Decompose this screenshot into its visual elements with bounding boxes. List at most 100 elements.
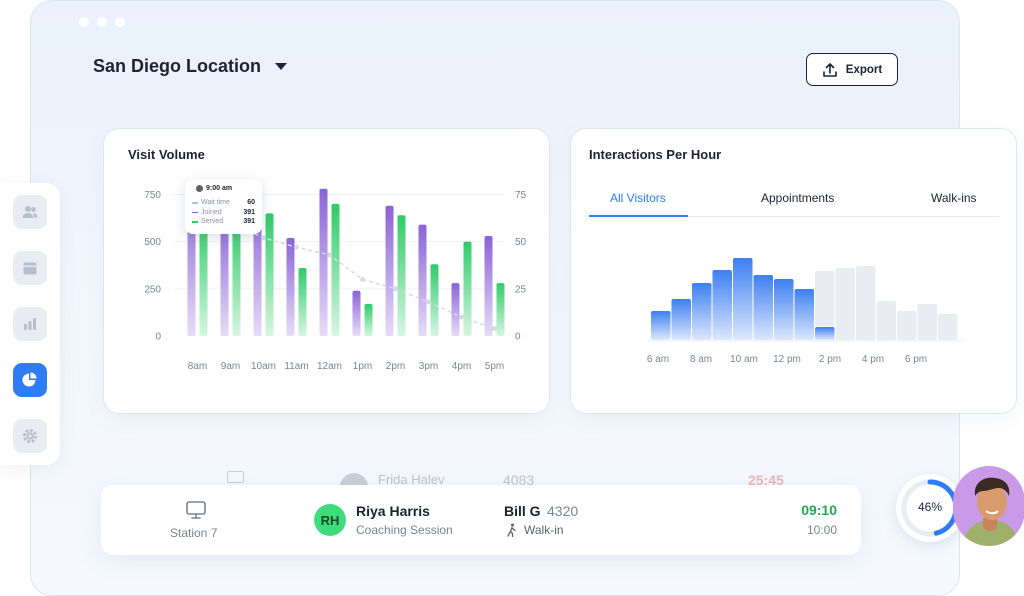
hour-bar <box>671 299 691 340</box>
y2-tick-label: 50 <box>515 237 527 248</box>
hour-bar <box>692 283 712 340</box>
window-dot[interactable] <box>79 17 89 27</box>
tooltip-value: 60 <box>247 199 255 206</box>
sidebar-item-settings[interactable] <box>13 419 47 453</box>
visit-volume-card: Visit Volume 0 250 500 750 0 25 50 75 8am 9am 10am… <box>103 128 550 414</box>
tooltip-value: 391 <box>243 208 255 216</box>
wait-time-point <box>393 286 398 292</box>
pie-chart-icon <box>22 372 37 387</box>
visit-type: Walk-in <box>524 523 564 537</box>
x-tick-label: 12am <box>317 361 342 372</box>
tooltip-label: Served <box>201 218 224 225</box>
x-tick-label: 6 am <box>647 354 669 365</box>
y2-tick-label: 25 <box>515 284 527 295</box>
window-dot[interactable] <box>97 17 107 27</box>
joined-bar <box>253 203 262 336</box>
chart-tooltip: 9:00 am Wait time 60 Joined 391 Served 3… <box>185 179 262 234</box>
tab-walk-ins[interactable]: Walk-ins <box>931 191 977 205</box>
agent-name: Bill G <box>504 503 541 519</box>
visit-volume-chart: 0 250 500 750 0 25 50 75 8am 9am 10am 11am 12am 1pm 2p… <box>144 188 527 372</box>
station-row[interactable]: Station 7 RH Riya Harris Coaching Sessio… <box>101 485 861 555</box>
hour-bar <box>794 289 814 340</box>
joined-bar <box>418 224 427 336</box>
served-bar <box>265 213 274 336</box>
x-tick-label: 10am <box>251 361 276 372</box>
person-avatar-image <box>963 477 1019 546</box>
x-tick-label: 5pm <box>485 361 504 372</box>
wait-time-swatch <box>192 202 198 204</box>
x-tick-label: 4pm <box>452 361 471 372</box>
wait-time-point <box>360 276 365 282</box>
served-bar <box>331 203 340 336</box>
sidebar-item-calendar[interactable] <box>13 251 47 285</box>
x-tick-label: 6 pm <box>905 354 927 365</box>
hour-bar-muted <box>917 304 937 340</box>
y2-tick-label: 0 <box>515 332 521 343</box>
wait-time-point <box>294 244 299 250</box>
wait-time-point <box>261 235 266 241</box>
joined-bar <box>451 283 460 336</box>
served-bar <box>199 218 208 336</box>
sidebar-item-analytics[interactable] <box>13 363 47 397</box>
hour-bar-muted <box>835 268 855 340</box>
sidebar-item-reports[interactable] <box>13 307 47 341</box>
y2-tick-label: 75 <box>515 190 527 201</box>
wait-time-line <box>197 193 495 330</box>
tab-appointments[interactable]: Appointments <box>761 191 835 205</box>
location-label: San Diego Location <box>93 56 262 76</box>
served-bar <box>232 222 241 336</box>
served-bar <box>496 283 505 336</box>
hour-bar-muted <box>897 311 917 340</box>
tooltip-row: Served 391 <box>192 217 255 227</box>
hour-bar <box>753 275 773 340</box>
tab-all-visitors[interactable]: All Visitors <box>610 191 666 205</box>
wait-time-point <box>426 299 431 305</box>
served-swatch <box>192 221 198 223</box>
tooltip-label: Wait time <box>201 199 230 206</box>
active-tab-indicator <box>589 215 688 217</box>
caret-down-icon <box>275 63 288 70</box>
export-button[interactable]: Export <box>806 53 898 86</box>
joined-bar <box>319 188 328 336</box>
tooltip-value: 391 <box>243 218 255 225</box>
interactions-title: Interactions Per Hour <box>589 147 722 162</box>
joined-bar <box>484 235 493 336</box>
progress-widget: 46% <box>896 474 964 542</box>
tooltip-row: Joined 391 <box>192 208 255 218</box>
x-tick-label: 10 am <box>730 354 758 365</box>
visit-volume-title: Visit Volume <box>128 147 205 162</box>
hour-bar-muted <box>938 314 958 340</box>
joined-bar <box>220 215 229 336</box>
joined-bar <box>352 290 361 336</box>
served-bar <box>430 264 439 336</box>
ghost-customer-name: Frida Halev <box>378 472 445 487</box>
x-tick-label: 9am <box>221 361 240 372</box>
tooltip-row: Wait time 60 <box>192 198 255 208</box>
joined-swatch <box>192 211 198 213</box>
location-selector[interactable]: San Diego Location <box>93 56 288 77</box>
scheduled-time: 10:00 <box>806 523 837 537</box>
settings-icon <box>23 429 37 443</box>
served-bar <box>397 215 406 336</box>
x-tick-label: 12 pm <box>773 354 801 365</box>
served-bar <box>364 303 373 336</box>
hour-bar <box>651 311 671 340</box>
walking-icon <box>507 523 516 537</box>
x-tick-label: 2 pm <box>819 354 841 365</box>
calendar-icon <box>23 262 37 275</box>
window-dot[interactable] <box>115 17 125 27</box>
clock-icon <box>196 185 203 192</box>
tooltip-time: 9:00 am <box>206 185 233 192</box>
y-tick-label: 500 <box>144 237 161 248</box>
hour-bar <box>774 279 794 340</box>
sidebar <box>0 183 60 465</box>
hour-bar-muted <box>856 266 876 340</box>
y-tick-label: 0 <box>155 332 161 343</box>
wait-time-point <box>492 325 497 331</box>
served-bar <box>463 241 472 336</box>
interactions-chart: 6 am 8 am 10 am 12 pm 2 pm 4 pm 6 pm <box>647 258 963 365</box>
profile-photo[interactable] <box>953 466 1024 546</box>
sidebar-item-users[interactable] <box>13 195 47 229</box>
joined-bar <box>286 237 295 336</box>
served-bar <box>298 268 307 336</box>
